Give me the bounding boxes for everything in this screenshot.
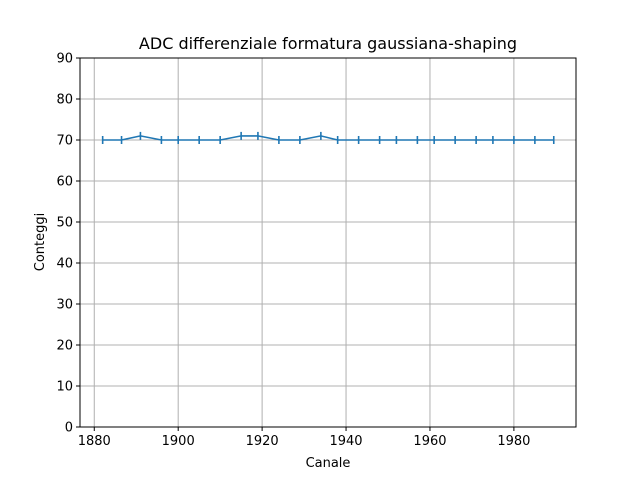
plot-frame bbox=[79, 57, 577, 428]
x-tick-label: 1940 bbox=[329, 434, 362, 449]
y-tick-label: 80 bbox=[56, 93, 73, 108]
y-tick-label: 20 bbox=[56, 339, 73, 354]
y-tick-label: 30 bbox=[56, 298, 73, 313]
y-axis: 0 10 20 30 40 50 60 70 80 90 bbox=[56, 52, 80, 436]
y-tick-label: 40 bbox=[56, 257, 73, 272]
y-tick-label: 50 bbox=[56, 216, 73, 231]
chart-title: ADC differenziale formatura gaussiana-sh… bbox=[139, 34, 517, 53]
x-tick-label: 1920 bbox=[246, 434, 279, 449]
x-axis: 1880 1900 1920 1940 1960 1980 bbox=[78, 427, 530, 449]
y-tick-label: 90 bbox=[56, 52, 73, 67]
y-tick-label: 60 bbox=[56, 175, 73, 190]
y-tick-label: 70 bbox=[56, 134, 73, 149]
series-line bbox=[102, 135, 554, 141]
x-tick-label: 1900 bbox=[162, 434, 195, 449]
y-tick-label: 10 bbox=[56, 380, 73, 395]
x-axis-label: Canale bbox=[306, 456, 351, 471]
y-axis-label: Conteggi bbox=[33, 213, 48, 271]
x-tick-label: 1880 bbox=[78, 434, 111, 449]
x-tick-label: 1980 bbox=[497, 434, 530, 449]
plot-area bbox=[80, 58, 576, 427]
series-layer bbox=[101, 131, 555, 144]
y-tick-label: 0 bbox=[65, 421, 73, 436]
x-tick-label: 1960 bbox=[413, 434, 446, 449]
